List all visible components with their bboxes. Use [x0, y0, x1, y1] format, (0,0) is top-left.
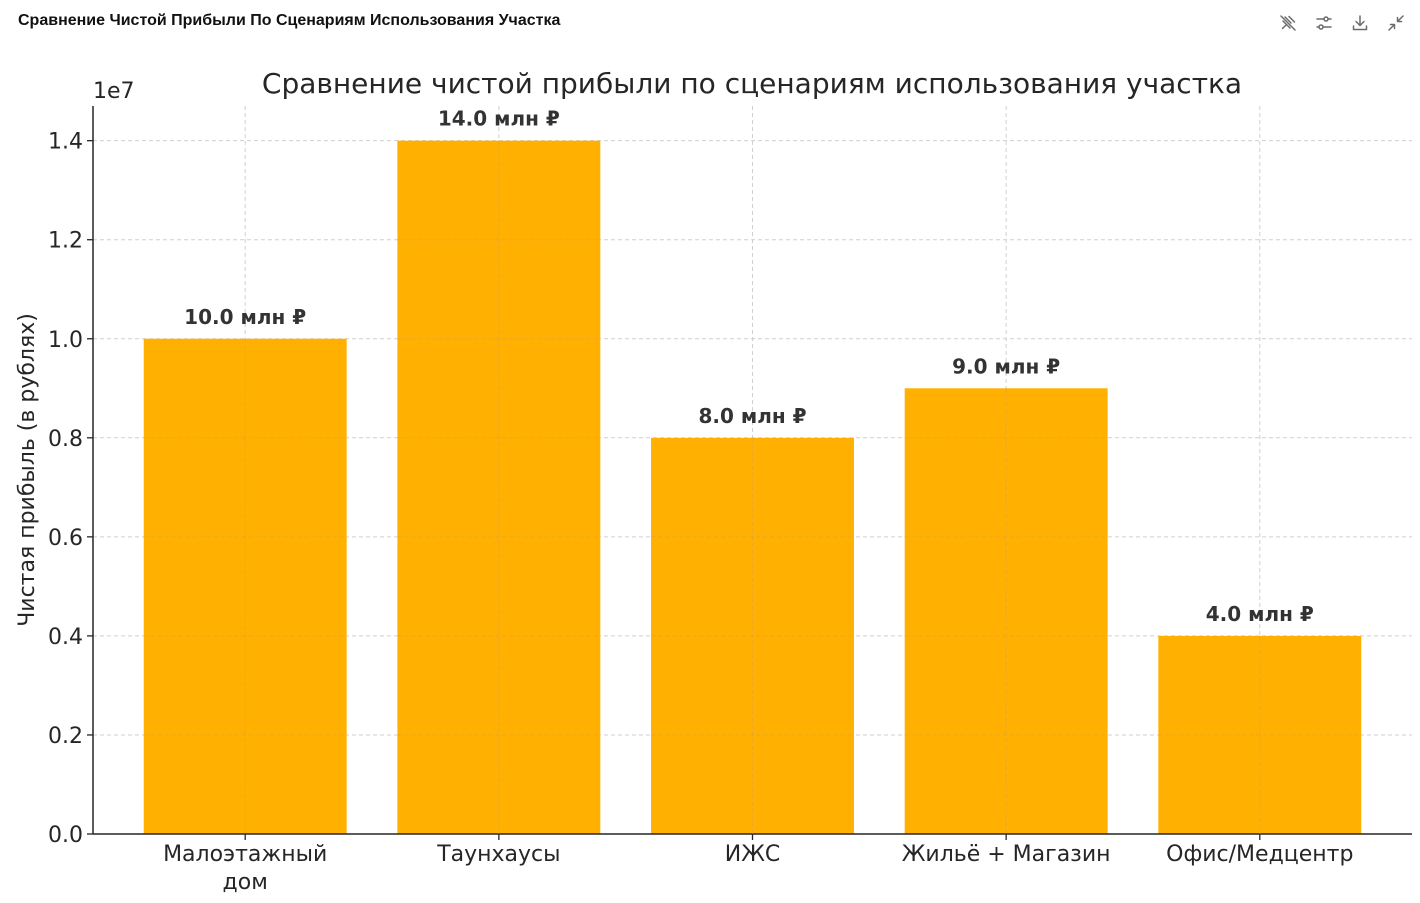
download-icon — [1352, 15, 1368, 31]
bar-data-label: 4.0 млн ₽ — [1206, 602, 1314, 626]
download-button[interactable] — [1346, 9, 1374, 37]
settings-sliders-icon — [1316, 16, 1332, 30]
pin-off-button[interactable] — [1274, 9, 1302, 37]
bar-data-label: 10.0 млн ₽ — [184, 305, 306, 329]
collapse-icon — [1388, 15, 1404, 31]
y-tick-label: 0.0 — [48, 823, 83, 848]
collapse-button[interactable] — [1382, 9, 1410, 37]
bar-data-label: 9.0 млн ₽ — [952, 354, 1060, 378]
bar-data-label: 14.0 млн ₽ — [438, 107, 560, 131]
data-labels-layer: 10.0 млн ₽ 14.0 млн ₽ 8.0 млн ₽ 9.0 млн ₽ 4.… — [143, 107, 1362, 834]
x-tick-label: ИЖС — [725, 842, 781, 867]
settings-button[interactable] — [1310, 9, 1338, 37]
y-tick-label: 0.6 — [48, 526, 83, 551]
x-tick-label: дом — [223, 870, 268, 895]
chart-toolbar — [1274, 9, 1410, 37]
x-tick-label: Таунхаусы — [436, 842, 560, 867]
y-axis-label: Чистая прибыль (в рублях) — [15, 313, 40, 627]
y-tick-label: 1.0 — [48, 328, 83, 353]
ticks-layer: 0.0 0.2 0.4 0.6 0.8 1.0 1.2 1.4 Малоэтажный дом Та… — [48, 130, 1353, 895]
x-tick-label: Малоэтажный — [163, 842, 327, 867]
y-tick-label: 1.4 — [48, 130, 83, 155]
y-tick-label: 0.4 — [48, 625, 83, 650]
x-tick-label: Жильё + Магазин — [902, 842, 1111, 867]
y-axis-offset-text: 1e7 — [93, 79, 135, 104]
chart-header: Сравнение Чистой Прибыли По Сценариям Ис… — [0, 0, 1420, 46]
y-tick-label: 0.8 — [48, 427, 83, 452]
chart-title: Сравнение чистой прибыли по сценариям ис… — [262, 67, 1242, 100]
pin-off-icon — [1280, 15, 1296, 31]
y-tick-label: 1.2 — [48, 229, 83, 254]
bar-data-label: 8.0 млн ₽ — [698, 404, 806, 428]
x-tick-label: Офис/Медцентр — [1166, 842, 1353, 867]
header-title: Сравнение Чистой Прибыли По Сценариям Ис… — [18, 12, 561, 29]
y-tick-label: 0.2 — [48, 724, 83, 749]
